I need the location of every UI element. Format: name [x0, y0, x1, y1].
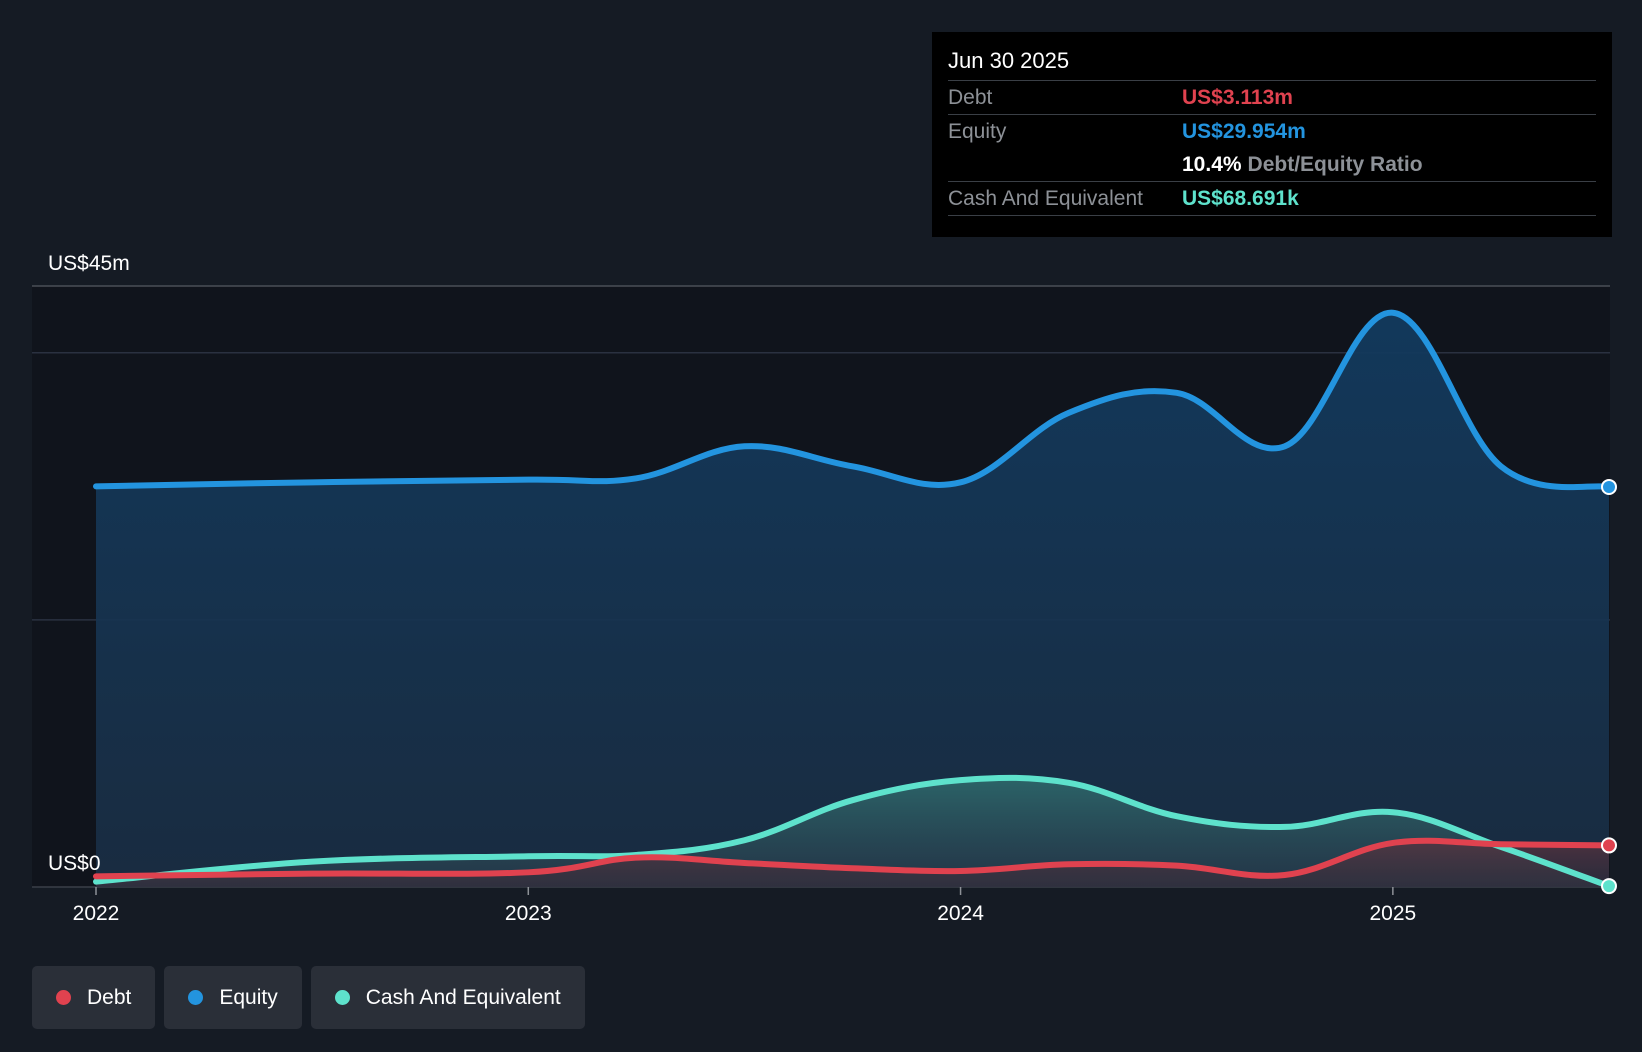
tooltip-equity-value: US$29.954m — [1182, 119, 1306, 143]
tooltip-debt-label: Debt — [948, 85, 993, 109]
tooltip-cash-row: Cash And Equivalent US$68.691k — [948, 181, 1596, 216]
legend: Debt Equity Cash And Equivalent — [32, 966, 585, 1029]
tooltip-cash-value: US$68.691k — [1182, 186, 1299, 210]
series-lines — [93, 309, 1612, 890]
legend-item-cash[interactable]: Cash And Equivalent — [310, 966, 585, 1029]
legend-item-debt[interactable]: Debt — [32, 966, 156, 1029]
tooltip-ratio-value: 10.4% — [1182, 152, 1242, 176]
tooltip-ratio-row: 10.4% Debt/Equity Ratio — [948, 148, 1596, 181]
y-axis-top-label: US$45m — [48, 252, 130, 275]
legend-item-equity[interactable]: Equity — [164, 966, 302, 1029]
x-tick-label: 2022 — [73, 902, 120, 925]
tooltip-cash-label: Cash And Equivalent — [948, 186, 1143, 210]
end-point-equity — [1601, 478, 1617, 495]
area-equity — [96, 312, 1609, 888]
debt-dot-icon — [56, 990, 71, 1005]
tooltip-panel: Jun 30 2025 Debt US$3.113m Equity US$29.… — [932, 32, 1612, 237]
tooltip-equity-row: Equity US$29.954m — [948, 114, 1596, 148]
legend-label-equity: Equity — [219, 985, 278, 1009]
end-point-debt — [1601, 837, 1617, 854]
end-markers — [1601, 478, 1617, 895]
equity-dot-icon — [188, 990, 204, 1005]
tooltip-date: Jun 30 2025 — [948, 48, 1070, 73]
cash-dot-icon — [334, 990, 350, 1005]
legend-label-debt: Debt — [87, 985, 132, 1009]
line-cash-and-equivalent — [93, 774, 1612, 890]
tooltip-debt-row: Debt US$3.113m — [948, 80, 1596, 114]
line-equity — [93, 309, 1612, 491]
end-point-cash-and-equivalent — [1601, 878, 1617, 895]
x-tick-label: 2025 — [1369, 902, 1416, 925]
tooltip-debt-value: US$3.113m — [1182, 85, 1293, 109]
tooltip-ratio-label: Debt/Equity Ratio — [1247, 152, 1423, 176]
line-debt — [93, 837, 1612, 880]
x-tick-label: 2024 — [937, 902, 984, 925]
legend-label-cash: Cash And Equivalent — [365, 985, 561, 1009]
x-axis: 2022 2023 2024 2025 — [73, 887, 1416, 925]
x-tick-label: 2023 — [505, 902, 552, 925]
tooltip-equity-label: Equity — [948, 119, 1007, 143]
y-axis-bottom-label: US$0 — [48, 852, 101, 875]
